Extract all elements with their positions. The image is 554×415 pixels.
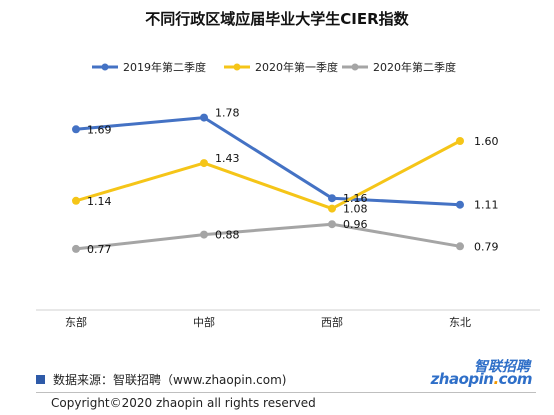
data-point (328, 220, 336, 229)
x-axis-ticks: 东部 中部 西部 东北 (65, 315, 471, 329)
data-label: 1.78 (215, 107, 240, 120)
series-line (75, 139, 461, 211)
zhaopin-logo: 智联招聘 zhaopin.com (431, 356, 542, 392)
data-point (328, 194, 336, 203)
data-label: 0.96 (343, 218, 368, 231)
legend: 2019年第二季度 2020年第一季度 2020年第二季度 (92, 60, 456, 74)
legend-swatch-marker (351, 63, 359, 71)
chart-title: 不同行政区域应届毕业大学生CIER指数 (145, 10, 409, 28)
source-text: 数据来源：智联招聘（www.zhaopin.com) (53, 373, 287, 387)
data-label: 0.88 (215, 229, 240, 242)
data-point (328, 204, 336, 213)
series-layer (72, 113, 464, 253)
x-tick-label: 东北 (449, 316, 471, 329)
data-point (72, 125, 80, 134)
logo-en-main: zhaopin (430, 370, 494, 388)
data-label: 1.14 (87, 195, 112, 208)
series-line (75, 222, 461, 251)
data-labels: 1.69 1.78 1.16 1.11 1.14 1.43 1.08 1.60 0.77 0.88… (87, 107, 499, 256)
source-marker-icon (36, 375, 45, 384)
data-point (200, 159, 208, 168)
data-label: 1.69 (87, 123, 112, 136)
data-point (72, 196, 80, 205)
logo-en-dot: . (493, 370, 499, 388)
series-line (75, 116, 461, 207)
data-label: 1.08 (343, 203, 368, 216)
data-point (200, 230, 208, 239)
data-point (72, 244, 80, 253)
legend-swatch-marker (101, 63, 109, 71)
logo-english-text: zhaopin.com (430, 370, 533, 388)
logo-en-tld: com (498, 370, 533, 388)
x-tick-label: 东部 (65, 315, 87, 329)
data-label: 0.77 (87, 243, 112, 256)
x-tick-label: 西部 (321, 315, 343, 329)
data-label: 0.79 (474, 240, 499, 253)
legend-label: 2019年第二季度 (123, 60, 206, 74)
copyright-text: Copyright©2020 zhaopin all rights reserv… (51, 396, 316, 410)
data-point (456, 242, 464, 251)
data-point (456, 200, 464, 209)
data-label: 1.43 (215, 152, 240, 165)
logo-chinese-text: 智联招聘 (474, 359, 530, 375)
footer-divider (36, 392, 536, 393)
data-label: 1.16 (343, 192, 368, 205)
data-point (456, 137, 464, 145)
legend-label: 2020年第二季度 (373, 60, 456, 74)
data-label: 1.11 (474, 199, 499, 212)
source-note: 数据来源：智联招聘（www.zhaopin.com) (36, 371, 286, 388)
data-point (200, 113, 208, 122)
data-label: 1.60 (474, 135, 499, 148)
legend-label: 2020年第一季度 (255, 60, 338, 74)
legend-swatch-marker (233, 63, 241, 71)
x-tick-label: 中部 (193, 315, 215, 329)
